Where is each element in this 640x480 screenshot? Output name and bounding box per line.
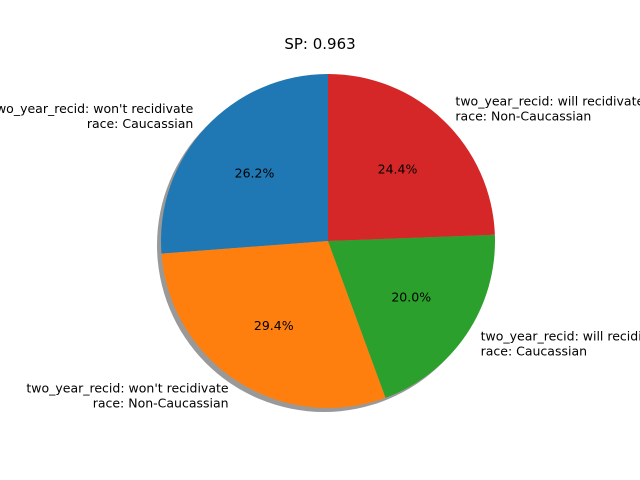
slice-label-line: race: Non-Caucassian bbox=[93, 395, 229, 410]
slice-label-line: race: Caucassian bbox=[87, 116, 193, 131]
slice-label-line: two_year_recid: will recidivate bbox=[481, 328, 640, 343]
slice-percent-label: 29.4% bbox=[254, 318, 294, 333]
pie-slice bbox=[161, 74, 328, 254]
pie-slice bbox=[161, 241, 386, 408]
pie-slice bbox=[328, 234, 496, 398]
slice-label: two_year_recid: won't recidivate race: Ca… bbox=[0, 101, 194, 131]
slice-label-line: race: Non-Caucassian bbox=[455, 109, 591, 124]
slice-label-line: two_year_recid: will recidivate bbox=[455, 94, 640, 109]
slice-label-line: race: Caucassian bbox=[481, 343, 587, 358]
slice-label-line: two_year_recid: won't recidivate bbox=[0, 101, 194, 116]
chart-title: SP: 0.963 bbox=[284, 35, 355, 53]
slice-percent-label: 26.2% bbox=[235, 165, 275, 180]
pie-slice bbox=[328, 74, 495, 241]
pie-slices bbox=[161, 74, 496, 408]
slice-label-line: two_year_recid: won't recidivate bbox=[26, 380, 229, 395]
slice-percent-label: 20.0% bbox=[391, 289, 431, 304]
slice-label: two_year_recid: will recidivate race: Non… bbox=[455, 94, 640, 124]
percent-labels: 26.2% 29.4% 20.0% 24.4% bbox=[235, 161, 432, 332]
slice-labels: two_year_recid: won't recidivate race: Ca… bbox=[0, 94, 640, 411]
slice-percent-label: 24.4% bbox=[378, 161, 418, 176]
slice-label: two_year_recid: won't recidivate race: No… bbox=[26, 380, 229, 410]
